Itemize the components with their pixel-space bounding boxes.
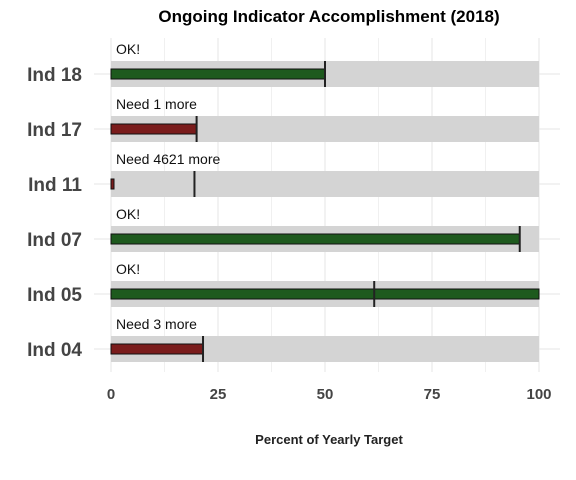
x-tick-label: 50 — [317, 386, 334, 403]
status-annotation: Need 4621 more — [116, 151, 221, 167]
x-tick-label: 25 — [210, 386, 227, 403]
progress-bar — [110, 178, 115, 190]
progress-bar — [110, 123, 198, 135]
target-track — [111, 171, 539, 197]
progress-bar — [110, 288, 540, 300]
annotation-layer: OK! Need 1 more Need 4621 more OK! OK! Need 3… — [116, 41, 221, 332]
marker-layer — [193, 61, 521, 362]
x-tick-label: 0 — [107, 386, 115, 403]
y-tick-label: Ind 11 — [28, 175, 82, 196]
status-annotation: OK! — [116, 41, 140, 57]
x-axis-label: Percent of Yearly Target — [255, 432, 403, 447]
x-tick-label: 75 — [424, 386, 441, 403]
progress-bar — [110, 68, 326, 80]
y-axis-ticks: Ind 18 Ind 17 Ind 11 Ind 07 Ind 05 Ind 04 — [27, 65, 82, 361]
status-annotation: Need 3 more — [116, 316, 197, 332]
x-tick-label: 100 — [526, 386, 551, 403]
status-annotation: OK! — [116, 206, 140, 222]
chart-title: Ongoing Indicator Accomplishment (2018) — [158, 7, 499, 26]
y-tick-label: Ind 07 — [27, 230, 82, 251]
y-tick-label: Ind 17 — [27, 120, 82, 141]
y-tick-label: Ind 05 — [27, 285, 82, 306]
y-tick-label: Ind 04 — [27, 340, 82, 361]
x-axis-ticks: 0 25 50 75 100 — [107, 386, 552, 403]
status-annotation: Need 1 more — [116, 96, 197, 112]
progress-bar — [110, 233, 521, 245]
status-annotation: OK! — [116, 261, 140, 277]
progress-bar — [110, 343, 204, 355]
y-tick-label: Ind 18 — [27, 65, 82, 86]
